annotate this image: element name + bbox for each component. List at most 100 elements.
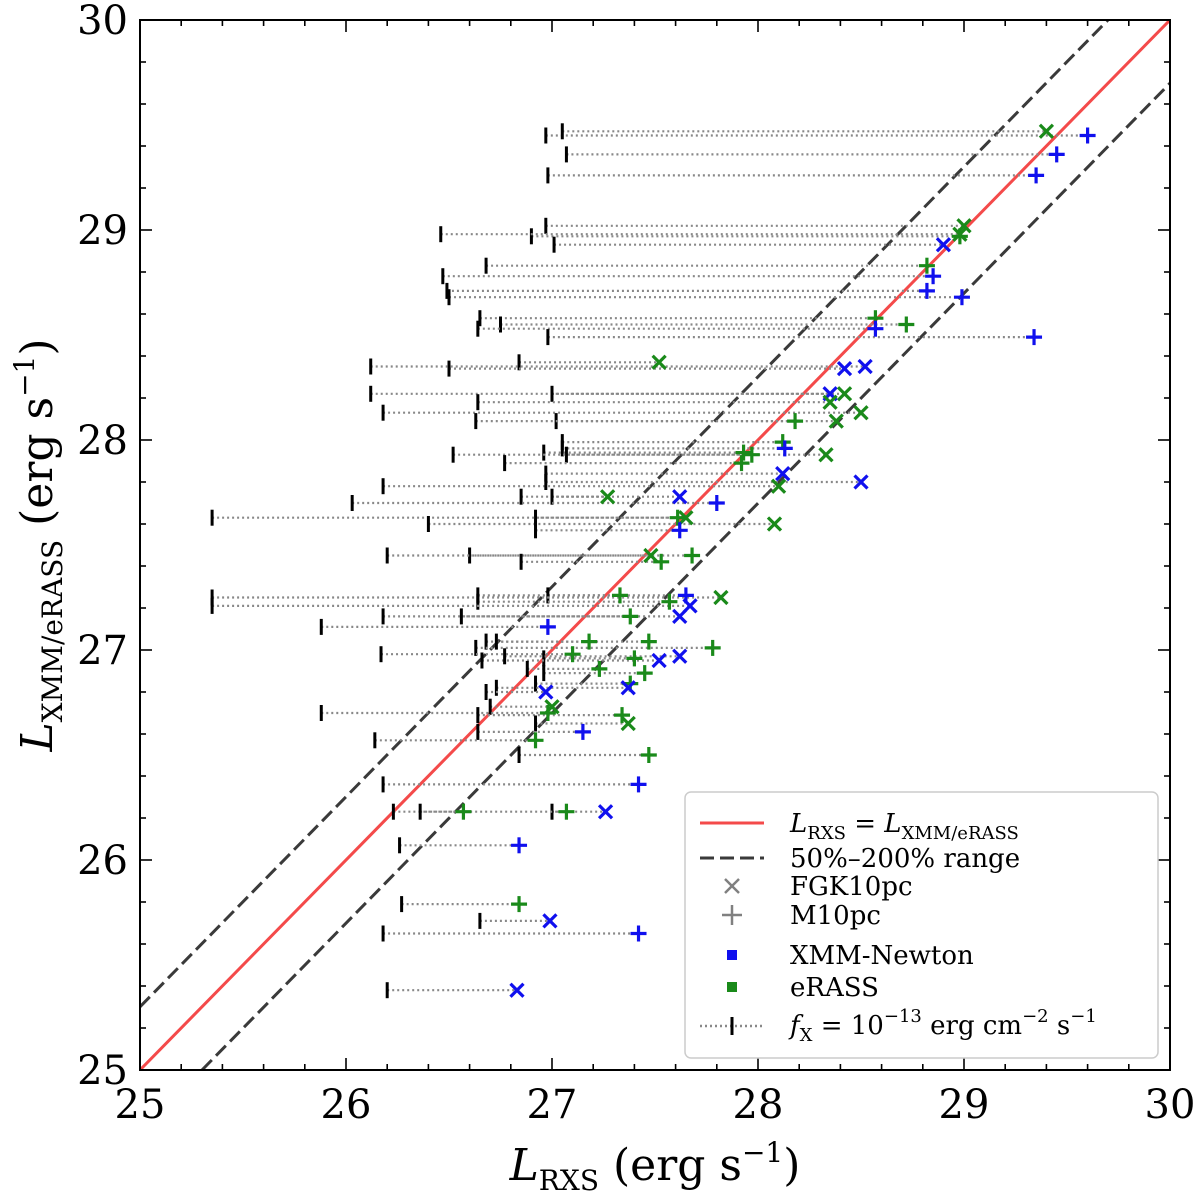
plus-marker-xmm (671, 522, 688, 539)
plus-marker-erass (614, 707, 631, 724)
x-marker-erass (822, 394, 838, 410)
upper-range-line (140, 20, 1110, 1008)
plus-marker-erass (733, 455, 750, 472)
plus-marker-xmm (539, 618, 556, 635)
x-tick-label: 27 (527, 1082, 578, 1128)
x-tick-label: 29 (939, 1082, 990, 1128)
plus-marker-erass (735, 444, 752, 461)
x-tick-label: 26 (321, 1082, 372, 1128)
plus-marker-erass (653, 553, 670, 570)
plus-marker-xmm (1079, 127, 1096, 144)
plus-marker-xmm (1026, 329, 1043, 346)
plus-marker-xmm (776, 440, 793, 457)
x-marker-erass (770, 478, 787, 494)
plus-marker-xmm (574, 723, 591, 740)
x-marker-xmm (651, 652, 667, 669)
legend-flux-swatch (700, 1017, 764, 1035)
plus-marker-erass (527, 732, 544, 749)
x-marker-erass (853, 405, 869, 421)
plus-marker-erass (669, 509, 686, 526)
legend-fgk-label: FGK10pc (790, 872, 913, 902)
plus-marker-erass (622, 608, 639, 625)
x-marker-xmm (672, 648, 688, 664)
x-axis-label: LRXS (erg s−1) (509, 1136, 801, 1197)
x-tick-label: 30 (1145, 1082, 1196, 1128)
plus-marker-erass (661, 593, 678, 610)
plus-marker-erass (611, 587, 628, 604)
legend-erass-marker (727, 982, 737, 992)
legend-flux-label: fX = 10−13 erg cm−2 s−1 (788, 1006, 1097, 1046)
plus-marker-xmm (708, 495, 725, 511)
plus-marker-erass (640, 747, 657, 763)
legend-m-marker (722, 905, 742, 925)
x-marker-erass (1038, 123, 1055, 139)
plot-frame (139, 19, 1171, 1071)
plus-marker-erass (591, 660, 608, 677)
legend-m-label: M10pc (790, 901, 881, 931)
x-marker-xmm (672, 489, 688, 505)
plus-marker-xmm (953, 289, 970, 306)
x-tick-labels: 25 26 27 28 29 30 (115, 1082, 1196, 1128)
plus-marker-erass (564, 646, 581, 663)
x-marker-xmm (542, 913, 558, 929)
legend-frame (684, 791, 1159, 1059)
plus-marker-erass (539, 705, 556, 721)
x-marker-erass (678, 510, 694, 526)
plus-marker-erass (581, 633, 598, 650)
legend-erass-label: eRASS (790, 973, 879, 1003)
plus-marker-xmm (867, 320, 884, 337)
plus-marker-xmm (630, 776, 647, 793)
legend-fgk-marker (724, 878, 740, 894)
plus-marker-erass (704, 639, 721, 656)
y-tick-label: 29 (77, 208, 128, 254)
x-marker-xmm (775, 465, 791, 482)
legend-range-label: 50%–200% range (790, 844, 1020, 874)
y-tick-label: 26 (77, 838, 128, 884)
x-marker-xmm (672, 608, 688, 625)
x-marker-xmm (857, 358, 873, 375)
x-marker-xmm (853, 474, 869, 490)
data-markers (455, 123, 1096, 998)
legend-xmm-marker (727, 950, 737, 960)
x-marker-erass (828, 413, 844, 429)
x-marker-erass (766, 516, 783, 532)
y-tick-labels: 25 26 27 28 29 30 (77, 0, 128, 1094)
plus-marker-xmm (511, 837, 528, 854)
plus-marker-erass (787, 413, 804, 430)
x-marker-erass (599, 489, 616, 505)
x-marker-erass (952, 226, 968, 242)
plus-marker-erass (636, 665, 653, 682)
plus-marker-erass (898, 316, 915, 333)
legend-one-to-one-label: LRXS = LXMM/eRASS (789, 809, 1019, 844)
y-tick-label: 27 (77, 628, 128, 674)
x-marker-xmm (538, 684, 554, 700)
x-marker-xmm (620, 680, 636, 696)
y-tick-label: 28 (77, 418, 128, 464)
x-marker-xmm (836, 360, 853, 377)
reference-lines (140, 20, 1170, 1070)
lower-range-line (200, 82, 1170, 1070)
y-axis-label: LXMM/eRASS (erg s−1) (8, 338, 69, 752)
x-marker-erass (643, 547, 659, 564)
x-tick-label: 28 (733, 1082, 784, 1128)
plus-marker-erass (640, 633, 657, 650)
plus-marker-erass (918, 257, 935, 274)
y-tick-label: 25 (77, 1048, 128, 1094)
plus-marker-erass (511, 896, 528, 913)
plus-marker-xmm (630, 925, 647, 942)
legend-xmm-label: XMM-Newton (790, 941, 974, 971)
plus-marker-erass (684, 547, 701, 564)
x-tick-label: 25 (115, 1082, 166, 1128)
x-marker-erass (818, 447, 834, 463)
x-marker-erass (620, 715, 636, 732)
plus-marker-xmm (1048, 146, 1065, 163)
plus-marker-xmm (918, 282, 935, 299)
plus-marker-erass (558, 803, 575, 820)
flux-limit-lines (210, 123, 1088, 999)
x-marker-erass (651, 354, 667, 370)
x-marker-xmm (597, 804, 614, 820)
x-marker-erass (713, 589, 729, 606)
legend: LRXS = LXMM/eRASS 50%–200% range FGK10pc… (684, 791, 1159, 1059)
x-marker-xmm (935, 237, 952, 253)
